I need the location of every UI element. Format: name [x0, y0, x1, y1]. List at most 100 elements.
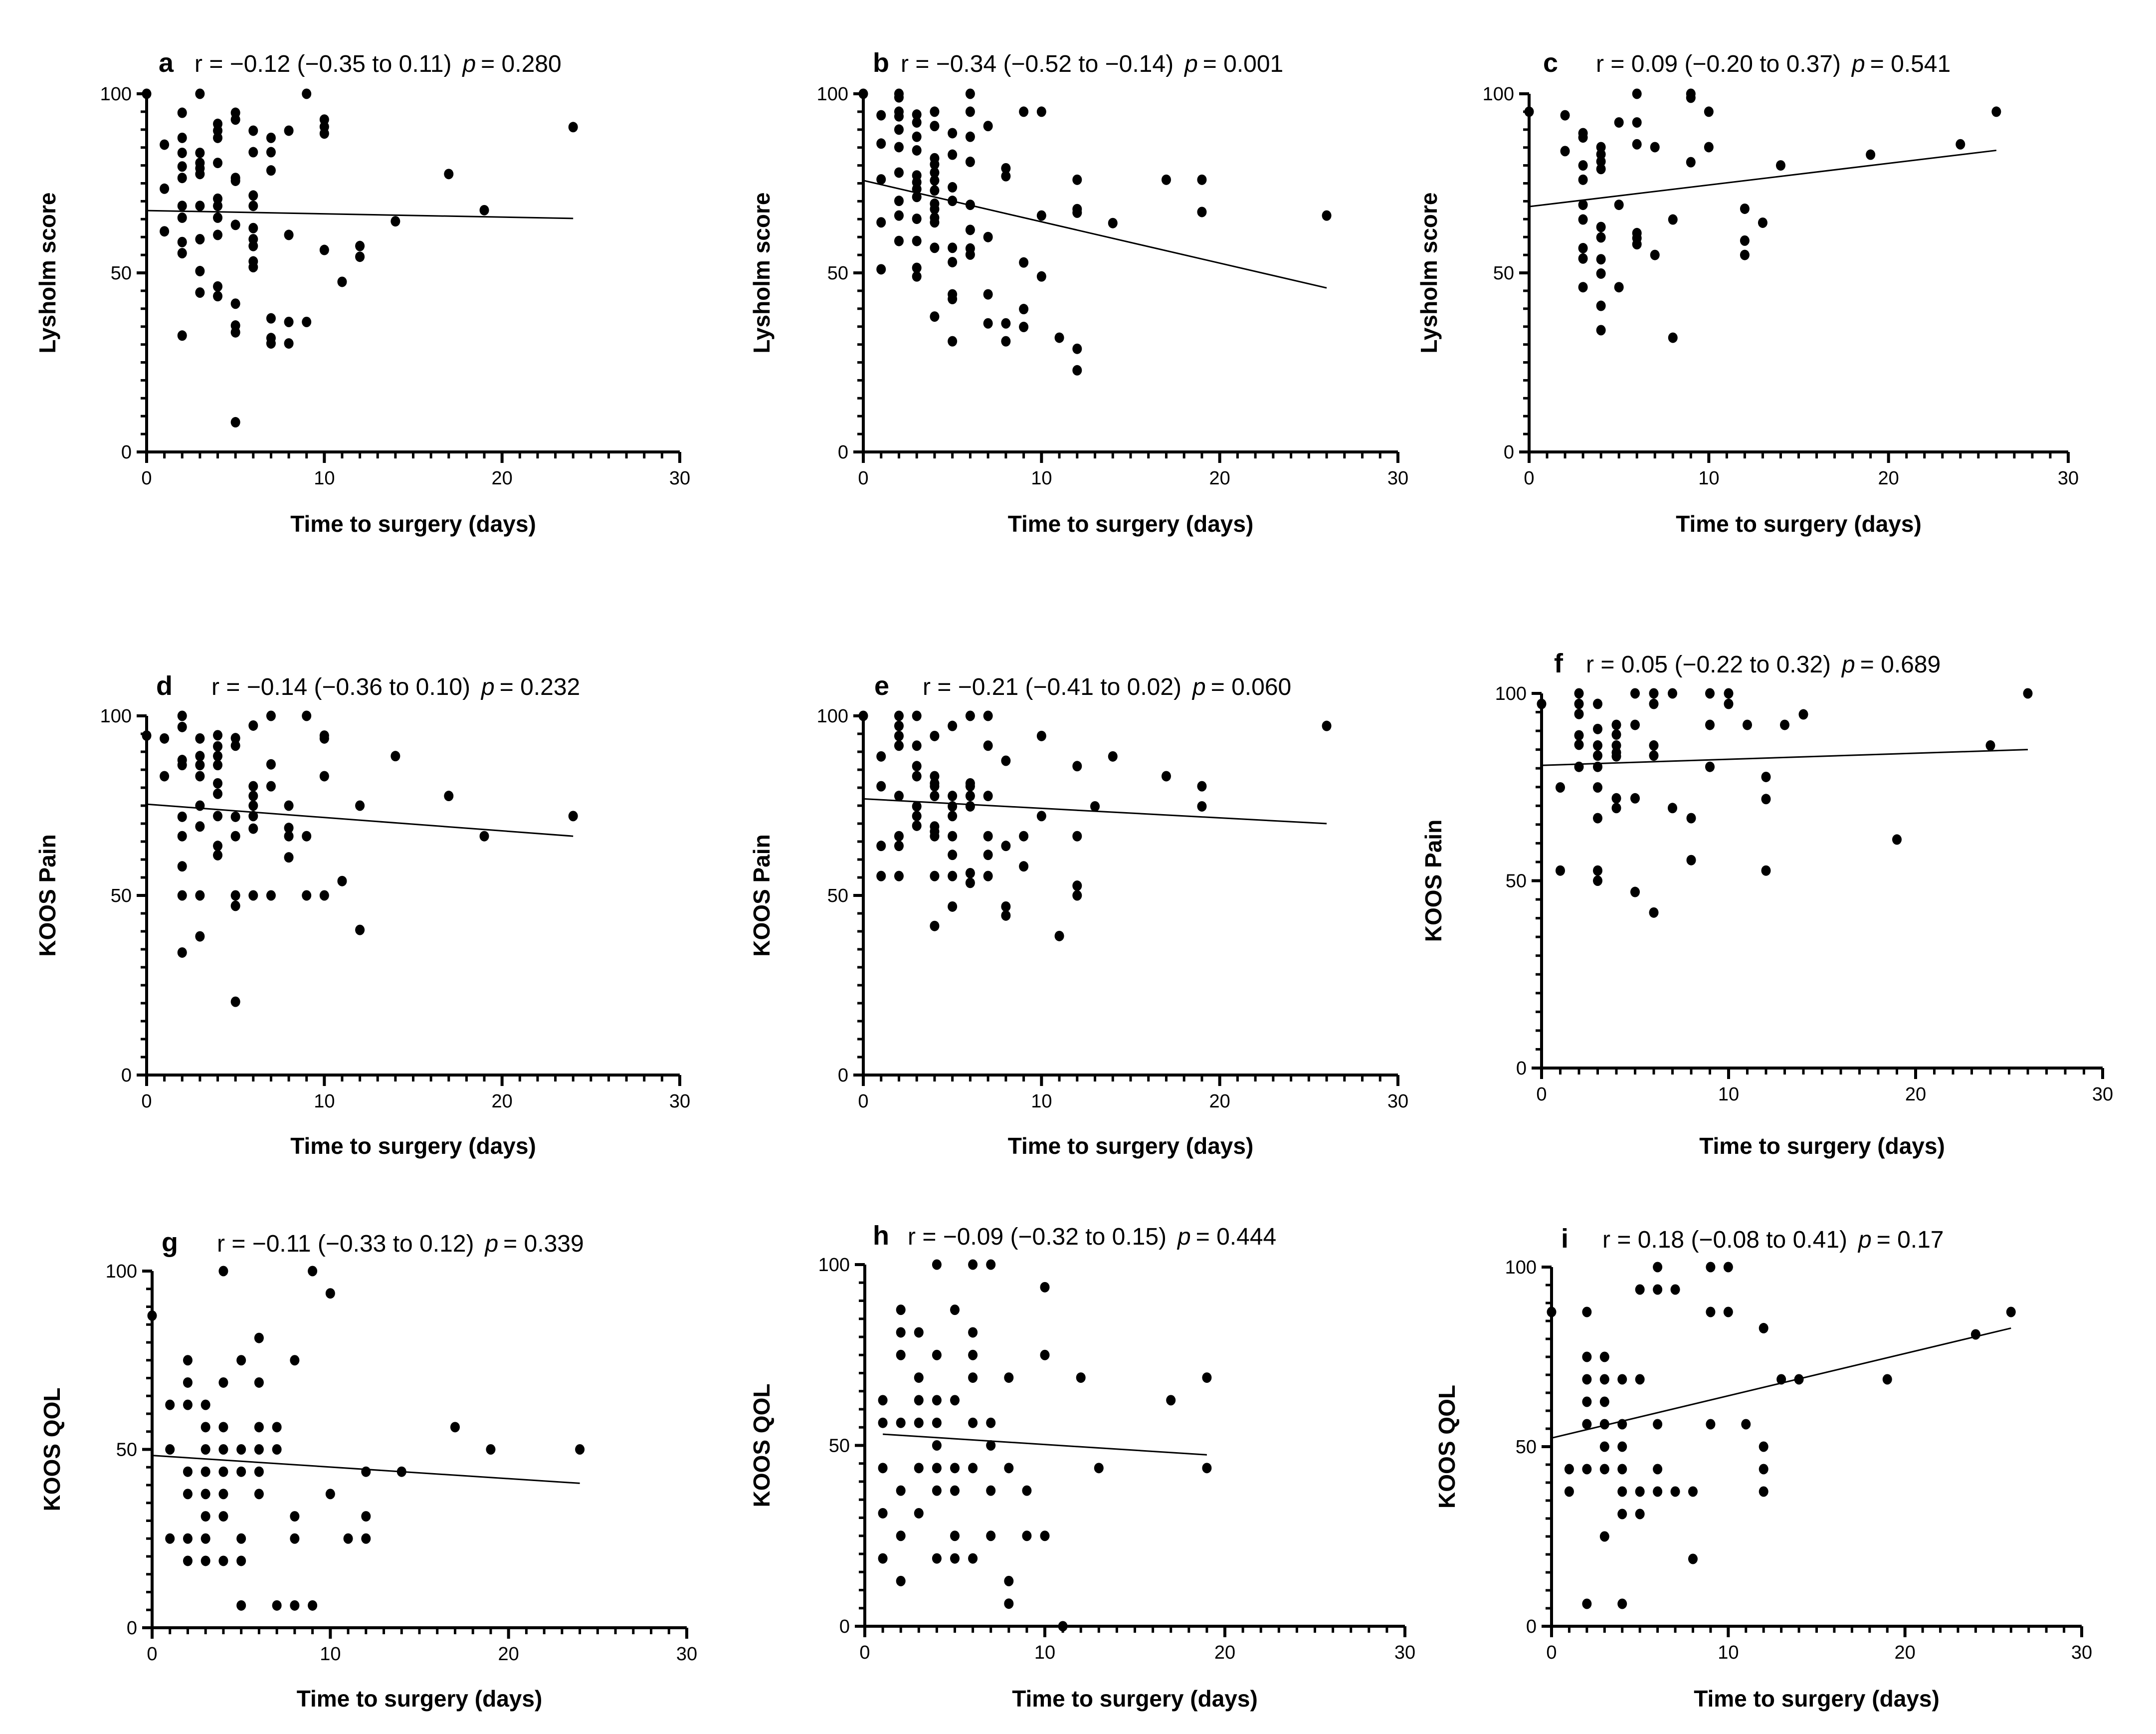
data-point [1019, 861, 1029, 872]
y-tick-label: 100 [1505, 1257, 1537, 1278]
data-point [914, 1327, 924, 1338]
data-point [1036, 730, 1046, 741]
data-point [1072, 365, 1082, 376]
data-point [930, 781, 940, 792]
y-tick-label: 50 [829, 1436, 850, 1457]
data-point [266, 759, 276, 770]
data-point [858, 88, 868, 99]
data-point [1617, 1509, 1627, 1519]
data-point [568, 122, 578, 133]
data-point [912, 192, 922, 203]
data-point [396, 1466, 406, 1477]
y-tick-label: 0 [838, 1065, 848, 1086]
data-point [479, 205, 489, 216]
data-point [1650, 142, 1660, 153]
y-tick-label: 100 [106, 1261, 137, 1282]
data-point [254, 1422, 264, 1433]
data-point [183, 1533, 193, 1544]
data-point [1058, 1621, 1068, 1632]
data-point [1611, 729, 1621, 740]
data-point [248, 800, 258, 811]
data-point [486, 1444, 496, 1455]
data-point [160, 183, 170, 194]
data-point [200, 1444, 210, 1455]
x-tick-label: 30 [2058, 468, 2079, 489]
data-point [896, 1349, 906, 1360]
data-point [1040, 1530, 1050, 1541]
data-point [213, 841, 223, 852]
data-point [1161, 771, 1171, 782]
data-point [284, 338, 294, 349]
data-point [1706, 1262, 1716, 1273]
data-point [160, 139, 170, 150]
data-point [1593, 750, 1602, 761]
data-point [1706, 1306, 1716, 1317]
data-point [894, 142, 904, 153]
data-point [932, 1395, 942, 1406]
data-point [914, 1372, 924, 1383]
data-point [876, 174, 886, 185]
data-point [1564, 1486, 1574, 1497]
data-point [1686, 813, 1696, 824]
data-point [1653, 1284, 1663, 1295]
data-point [1072, 890, 1082, 901]
data-point [1578, 160, 1588, 171]
data-point [230, 733, 240, 744]
panel-letter: b [873, 48, 889, 78]
x-tick-label: 10 [314, 1091, 335, 1112]
data-point [444, 791, 454, 802]
data-point [1688, 1553, 1698, 1564]
y-tick-label: 50 [1493, 263, 1514, 284]
data-point [290, 1511, 300, 1522]
data-point [195, 760, 205, 771]
data-point [230, 219, 240, 230]
data-point [1991, 106, 2001, 117]
data-point [1019, 106, 1029, 117]
x-tick-label: 10 [1031, 468, 1052, 489]
correlation-stats: r = 0.05 (−0.22 to 0.32) p = 0.689 [1586, 651, 1941, 678]
data-point [1617, 1464, 1627, 1475]
data-point [1743, 719, 1752, 730]
y-tick-label: 100 [817, 84, 848, 105]
data-point [930, 311, 940, 322]
data-point [1596, 268, 1606, 279]
data-point [325, 1489, 335, 1500]
data-point [319, 771, 329, 782]
data-point [230, 890, 240, 901]
data-point [914, 1417, 924, 1428]
data-point [177, 236, 187, 247]
data-point [878, 1463, 888, 1474]
data-point [302, 890, 312, 901]
x-tick-label: 30 [676, 1644, 697, 1665]
data-point [142, 88, 152, 99]
data-point [1072, 880, 1082, 891]
data-point [343, 1533, 353, 1544]
x-tick-label: 10 [1034, 1642, 1055, 1663]
data-point [930, 730, 940, 741]
data-point [878, 1553, 888, 1564]
data-point [1630, 886, 1640, 897]
data-point [195, 733, 205, 744]
data-point [1596, 142, 1606, 153]
data-point [575, 1444, 585, 1455]
correlation-stats: r = −0.12 (−0.35 to 0.11) p = 0.280 [195, 51, 562, 77]
data-point [1740, 249, 1750, 260]
data-point [213, 730, 223, 741]
data-point [1578, 200, 1588, 211]
data-point [177, 330, 187, 341]
data-point [272, 1422, 282, 1433]
data-point [1108, 751, 1118, 762]
data-point [986, 1485, 996, 1496]
data-point [213, 201, 223, 212]
data-point [948, 196, 958, 207]
data-point [165, 1444, 175, 1455]
data-point [896, 1575, 906, 1586]
x-axis-title: Time to surgery (days) [290, 1133, 536, 1159]
data-point [948, 242, 958, 253]
x-tick-label: 10 [1718, 1084, 1739, 1105]
data-point [200, 1489, 210, 1500]
x-tick-label: 20 [1878, 468, 1899, 489]
data-point [1072, 343, 1082, 354]
data-point [948, 801, 958, 812]
data-point [878, 1417, 888, 1428]
